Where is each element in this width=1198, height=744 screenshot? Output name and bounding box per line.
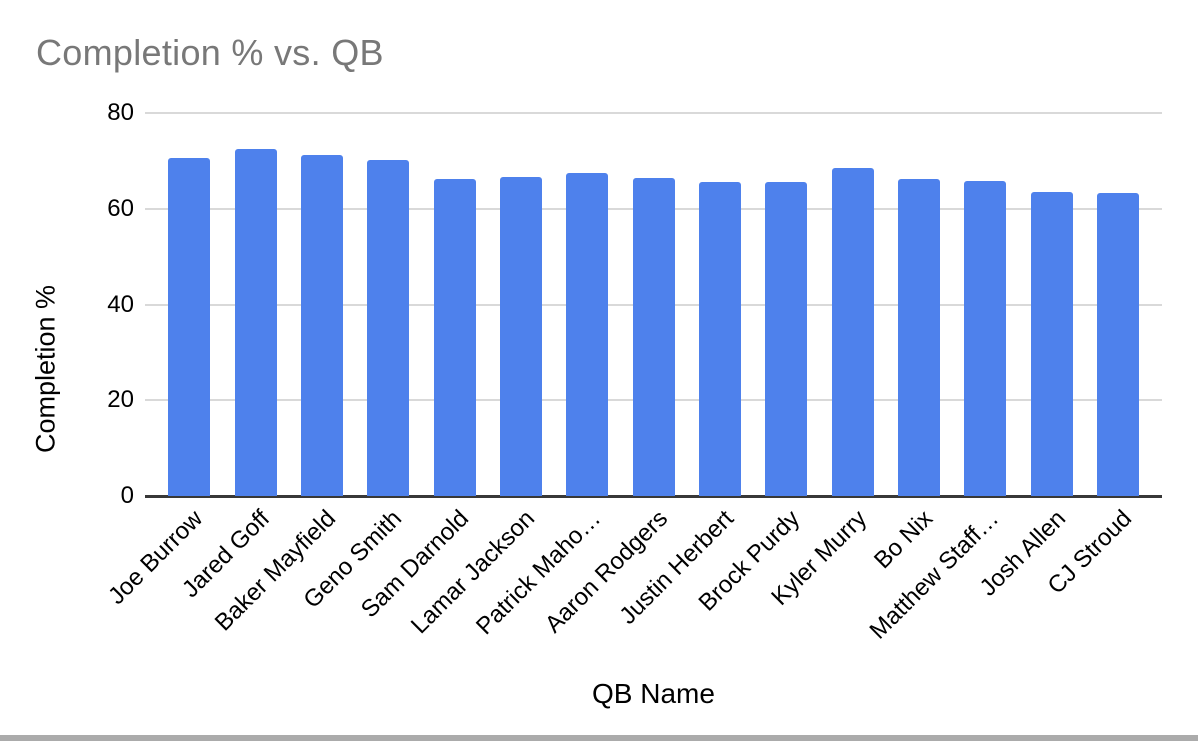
gridline-80 <box>145 112 1162 114</box>
chart-title: Completion % vs. QB <box>36 32 384 73</box>
bar-geno-smith <box>367 159 410 496</box>
x-axis-title: QB Name <box>592 678 715 709</box>
bar-cj-stroud <box>1096 193 1139 496</box>
footer-strip <box>0 735 1198 741</box>
bar-aaron-rodgers <box>632 177 675 496</box>
bar-baker-mayfield <box>300 155 343 496</box>
y-tick-label-40: 40 <box>107 290 134 318</box>
bar-josh-allen <box>1030 192 1073 496</box>
bar-kyler-murry <box>831 167 874 496</box>
y-tick-label-60: 60 <box>107 194 134 222</box>
plot-area <box>145 112 1162 498</box>
bar-matthew-staff <box>964 181 1007 496</box>
bar-justin-herbert <box>698 181 741 496</box>
y-axis-title: Completion % <box>30 284 61 454</box>
bar-patrick-maho <box>566 172 609 496</box>
bar-jared-goff <box>234 149 277 496</box>
x-axis-baseline <box>145 495 1162 498</box>
y-tick-label-20: 20 <box>107 386 134 414</box>
bar-bo-nix <box>897 178 940 496</box>
y-tick-label-0: 0 <box>120 482 134 509</box>
bar-joe-burrow <box>168 158 211 496</box>
bar-lamar-jackson <box>499 177 542 496</box>
y-tick-label-80: 80 <box>107 99 134 126</box>
bar-sam-darnold <box>433 179 476 496</box>
bar-brock-purdy <box>765 181 808 496</box>
